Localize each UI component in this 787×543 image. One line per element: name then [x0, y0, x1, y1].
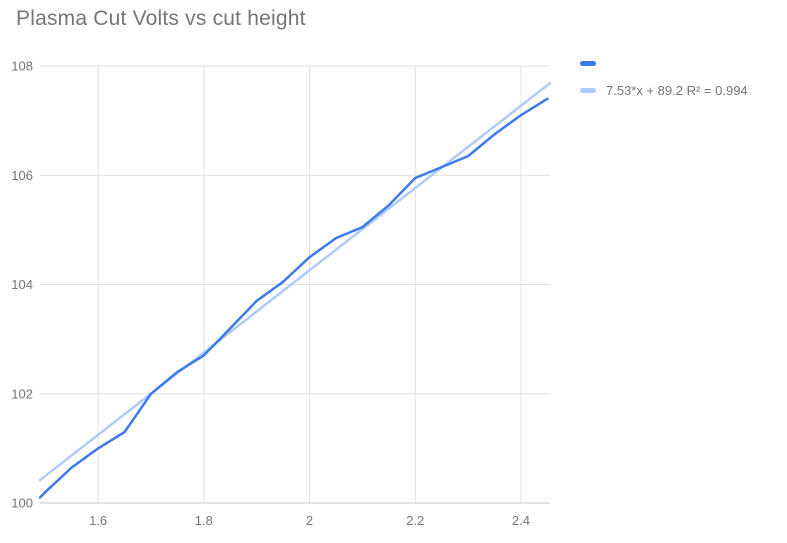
y-tick-label: 100 — [11, 496, 33, 511]
y-tick-label: 104 — [11, 277, 33, 292]
legend-item-trendline[interactable]: 7.53*x + 89.2 R² = 0.994 — [580, 77, 748, 104]
trendline[interactable] — [38, 81, 552, 482]
y-tick-label: 108 — [11, 59, 33, 74]
chart-title: Plasma Cut Volts vs cut height — [16, 7, 306, 30]
x-tick-label: 2.4 — [512, 513, 530, 528]
y-tick-label: 106 — [11, 168, 33, 183]
y-tick-label: 102 — [11, 386, 33, 401]
series-swatch — [580, 61, 596, 66]
trendline-legend-label: 7.53*x + 89.2 R² = 0.994 — [606, 83, 748, 98]
trendline-swatch — [580, 88, 596, 93]
x-tick-label: 1.8 — [195, 513, 213, 528]
legend: 7.53*x + 89.2 R² = 0.994 — [580, 50, 748, 104]
legend-item-series[interactable] — [580, 50, 748, 77]
x-tick-label: 2 — [306, 513, 313, 528]
x-tick-label: 2.2 — [406, 513, 424, 528]
series-line[interactable] — [38, 97, 549, 499]
x-tick-label: 1.6 — [89, 513, 107, 528]
